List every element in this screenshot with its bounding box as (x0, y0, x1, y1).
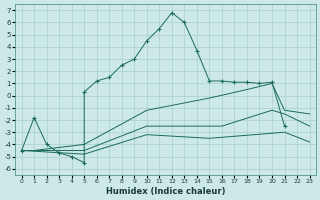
X-axis label: Humidex (Indice chaleur): Humidex (Indice chaleur) (106, 187, 225, 196)
